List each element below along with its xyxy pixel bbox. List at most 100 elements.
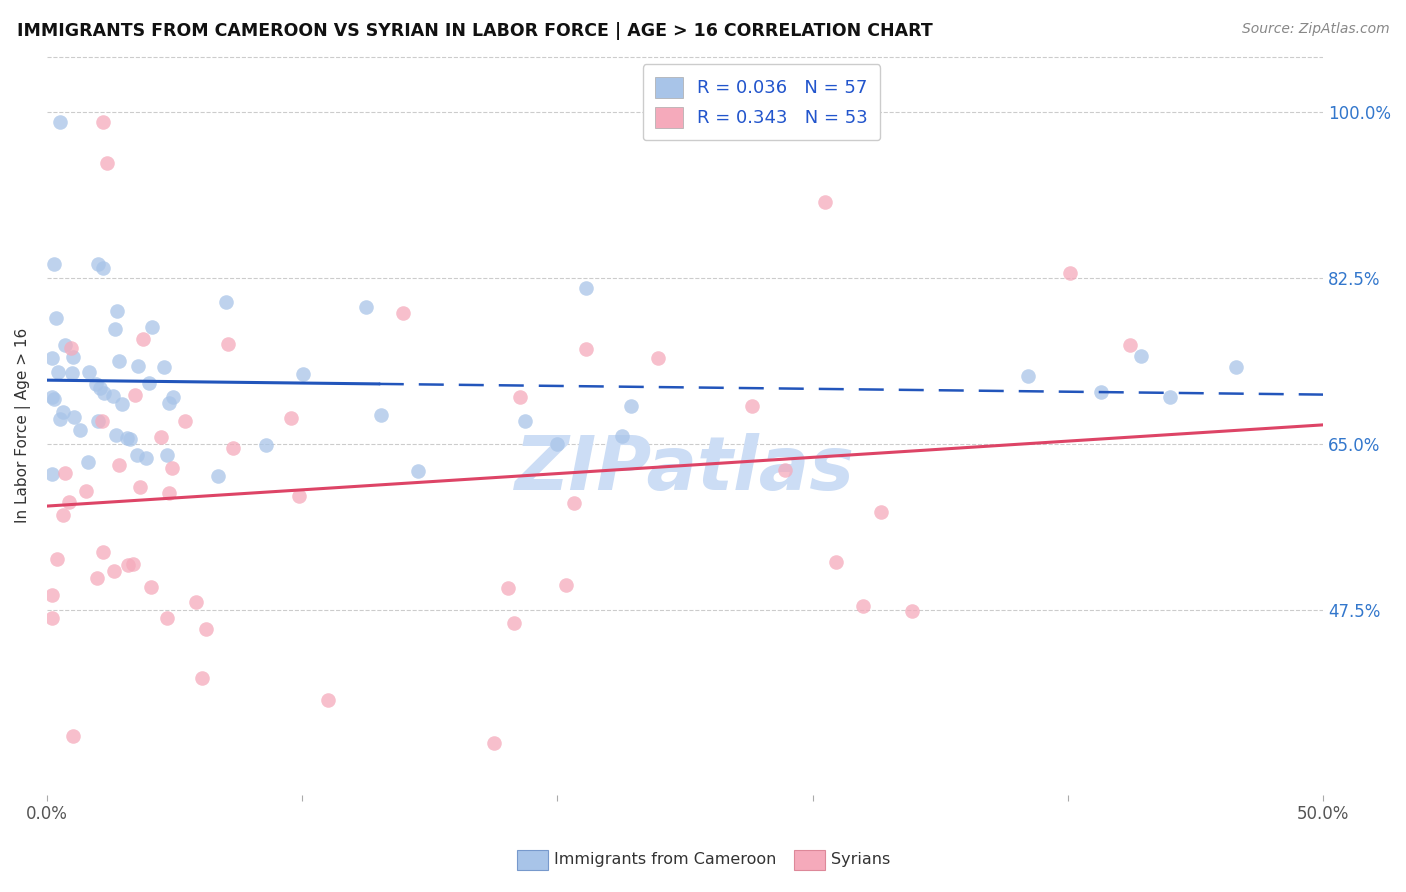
- Text: IMMIGRANTS FROM CAMEROON VS SYRIAN IN LABOR FORCE | AGE > 16 CORRELATION CHART: IMMIGRANTS FROM CAMEROON VS SYRIAN IN LA…: [17, 22, 932, 40]
- Point: [41, 390, 63, 404]
- Point: [503, 615, 526, 630]
- Point: [254, 438, 277, 452]
- Point: [509, 390, 531, 404]
- Point: [104, 322, 127, 336]
- Point: [773, 463, 796, 477]
- Point: [370, 408, 392, 422]
- Point: [1129, 349, 1152, 363]
- Point: [620, 399, 643, 413]
- Point: [103, 564, 125, 578]
- Text: ZIPatlas: ZIPatlas: [515, 433, 855, 506]
- Point: [60, 366, 83, 380]
- Point: [53, 338, 76, 352]
- Point: [93, 386, 115, 401]
- Point: [482, 736, 505, 750]
- Point: [118, 432, 141, 446]
- Point: [156, 448, 179, 462]
- Point: [162, 390, 184, 404]
- Point: [89, 381, 111, 395]
- Point: [45, 310, 67, 325]
- Point: [122, 557, 145, 571]
- Point: [124, 388, 146, 402]
- Point: [101, 389, 124, 403]
- Point: [408, 464, 430, 478]
- Point: [554, 578, 576, 592]
- Point: [901, 604, 924, 618]
- Point: [84, 377, 107, 392]
- Point: [77, 365, 100, 379]
- Point: [62, 729, 84, 743]
- Point: [1090, 385, 1112, 400]
- Point: [217, 337, 239, 351]
- Point: [52, 405, 75, 419]
- Point: [91, 114, 114, 128]
- Point: [49, 412, 72, 426]
- Point: [195, 622, 218, 636]
- Point: [91, 261, 114, 276]
- Point: [117, 558, 139, 572]
- Point: [139, 581, 162, 595]
- Point: [564, 496, 586, 510]
- Point: [86, 571, 108, 585]
- Point: [191, 671, 214, 685]
- Point: [610, 429, 633, 443]
- Point: [852, 599, 875, 613]
- Point: [1225, 360, 1247, 375]
- Point: [87, 257, 110, 271]
- Point: [1159, 390, 1181, 404]
- Point: [91, 545, 114, 559]
- Text: Source: ZipAtlas.com: Source: ZipAtlas.com: [1241, 22, 1389, 37]
- Point: [291, 367, 314, 381]
- Point: [741, 399, 763, 413]
- Y-axis label: In Labor Force | Age > 16: In Labor Force | Age > 16: [15, 327, 31, 523]
- Point: [814, 195, 837, 210]
- Point: [127, 359, 149, 373]
- Point: [280, 411, 302, 425]
- Point: [207, 469, 229, 483]
- Point: [157, 396, 180, 410]
- Point: [42, 257, 65, 271]
- Point: [391, 306, 413, 320]
- Point: [575, 281, 598, 295]
- Point: [149, 429, 172, 443]
- Point: [1059, 266, 1081, 280]
- Point: [157, 486, 180, 500]
- Point: [647, 351, 669, 366]
- Text: Immigrants from Cameroon: Immigrants from Cameroon: [554, 853, 776, 867]
- Point: [132, 332, 155, 346]
- Point: [91, 414, 114, 428]
- Point: [186, 595, 208, 609]
- Point: [76, 455, 98, 469]
- Point: [41, 467, 63, 481]
- Point: [513, 414, 536, 428]
- Point: [575, 342, 598, 356]
- Point: [52, 508, 75, 522]
- Point: [41, 611, 63, 625]
- Point: [160, 460, 183, 475]
- Point: [96, 156, 118, 170]
- Point: [174, 414, 197, 428]
- Point: [354, 301, 377, 315]
- Point: [46, 365, 69, 379]
- Point: [105, 304, 128, 318]
- Point: [128, 480, 150, 494]
- Legend: R = 0.036   N = 57, R = 0.343   N = 53: R = 0.036 N = 57, R = 0.343 N = 53: [643, 64, 880, 140]
- Text: Syrians: Syrians: [831, 853, 890, 867]
- Point: [42, 392, 65, 406]
- Point: [59, 341, 82, 355]
- Point: [115, 431, 138, 445]
- Point: [288, 489, 311, 503]
- Point: [41, 588, 63, 602]
- Point: [69, 423, 91, 437]
- Point: [825, 555, 848, 569]
- Point: [138, 376, 160, 391]
- Point: [141, 320, 163, 334]
- Point: [75, 483, 97, 498]
- Point: [222, 441, 245, 455]
- Point: [546, 437, 568, 451]
- Point: [87, 414, 110, 428]
- Point: [156, 611, 179, 625]
- Point: [135, 450, 157, 465]
- Point: [46, 552, 69, 566]
- Point: [108, 458, 131, 472]
